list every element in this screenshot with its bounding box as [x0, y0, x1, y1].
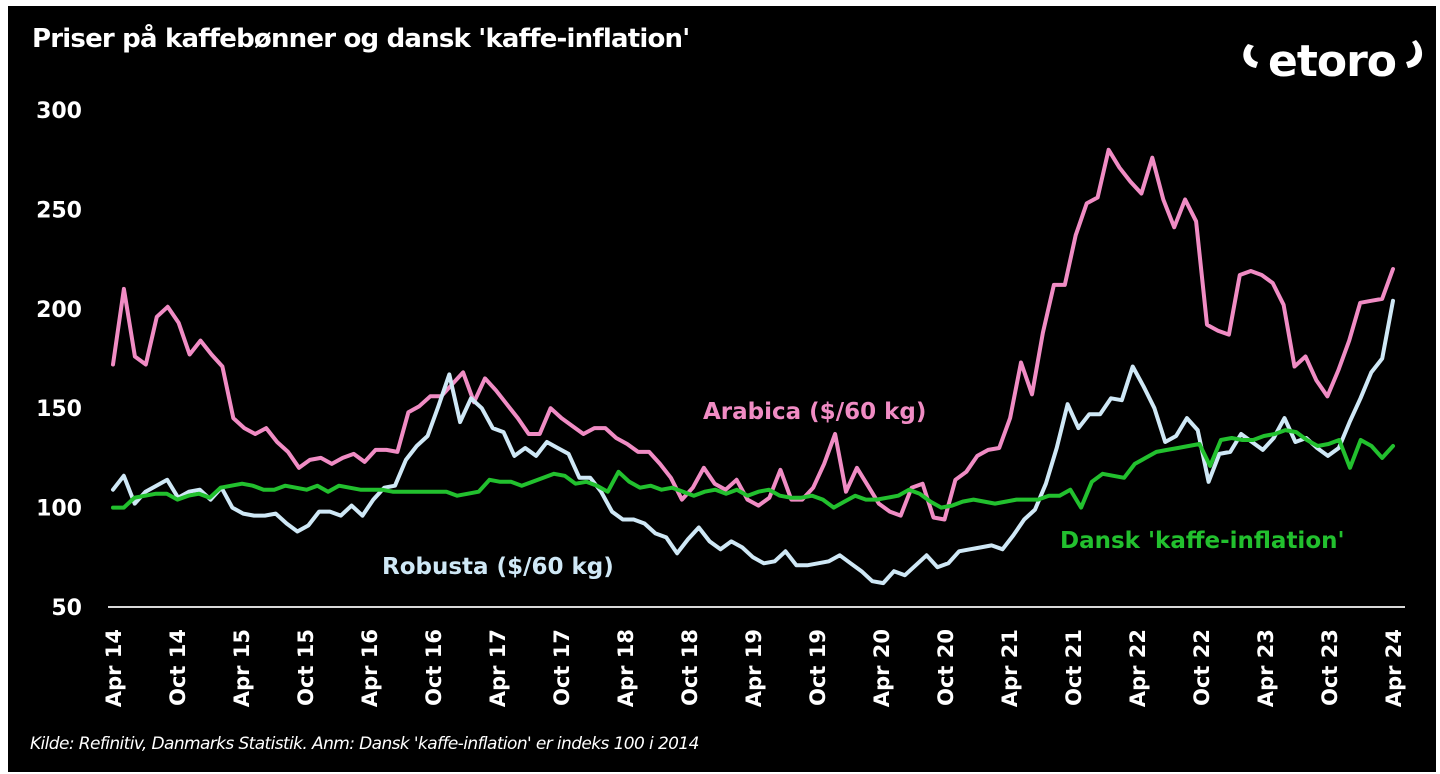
- y-tick-label: 50: [51, 596, 82, 621]
- x-tick-label: Apr 17: [486, 629, 510, 707]
- chart-title: Priser på kaffebønner og dansk 'kaffe-in…: [32, 24, 690, 54]
- arabica-series-line: [111, 147, 1395, 522]
- x-tick-label: Apr 15: [230, 629, 254, 707]
- y-axis-ticks: 300 250 200 150 100 50: [36, 99, 82, 621]
- x-tick-label: Oct 20: [934, 629, 958, 706]
- x-tick-label: Apr 20: [870, 629, 894, 707]
- x-tick-label: Apr 14: [102, 629, 126, 707]
- dansk-series-line: [111, 428, 1395, 510]
- x-tick-label: Apr 19: [742, 629, 766, 707]
- series-labels: Arabica ($/60 kg) Robusta ($/60 kg) Dans…: [382, 399, 1345, 580]
- x-tick-label: Apr 23: [1254, 629, 1278, 707]
- x-tick-label: Apr 21: [998, 629, 1022, 707]
- dansk-label: Dansk 'kaffe-inflation': [1060, 528, 1345, 554]
- y-tick-label: 300: [36, 99, 82, 124]
- x-tick-label: Oct 16: [422, 629, 446, 706]
- x-tick-label: Oct 22: [1190, 629, 1214, 706]
- x-tick-label: Apr 16: [358, 629, 382, 707]
- x-tick-label: Apr 18: [614, 629, 638, 707]
- etoro-logo: etoro: [1243, 36, 1423, 87]
- x-tick-label: Oct 14: [166, 629, 190, 706]
- y-tick-label: 250: [36, 198, 82, 223]
- series-lines: [111, 147, 1395, 586]
- arabica-label: Arabica ($/60 kg): [703, 399, 926, 425]
- x-tick-label: Apr 24: [1382, 629, 1406, 707]
- x-tick-label: Oct 21: [1062, 629, 1086, 706]
- x-tick-label: Oct 18: [678, 629, 702, 706]
- y-tick-label: 200: [36, 298, 82, 323]
- chart-frame: Priser på kaffebønner og dansk 'kaffe-in…: [8, 6, 1436, 772]
- x-tick-label: Oct 15: [294, 629, 318, 706]
- line-chart: 300 250 200 150 100 50 Apr 14 Oct 14 Apr 15 Oct …: [36, 99, 1406, 707]
- logo-right-horn-icon: [1406, 40, 1423, 68]
- x-tick-label: Apr 22: [1126, 629, 1150, 707]
- logo-left-horn-icon: [1243, 44, 1258, 68]
- logo-wordmark: etoro: [1268, 36, 1396, 87]
- source-footnote: Kilde: Refinitiv, Danmarks Statistik. An…: [30, 734, 699, 754]
- robusta-label: Robusta ($/60 kg): [382, 554, 614, 580]
- x-tick-label: Oct 19: [806, 629, 830, 706]
- y-tick-label: 100: [36, 497, 82, 522]
- robusta-series-line: [111, 298, 1395, 586]
- x-axis-ticks: Apr 14 Oct 14 Apr 15 Oct 15 Apr 16 Oct 16 Apr …: [102, 629, 1406, 707]
- x-tick-label: Oct 23: [1318, 629, 1342, 706]
- y-tick-label: 150: [36, 397, 82, 422]
- x-tick-label: Oct 17: [550, 629, 574, 706]
